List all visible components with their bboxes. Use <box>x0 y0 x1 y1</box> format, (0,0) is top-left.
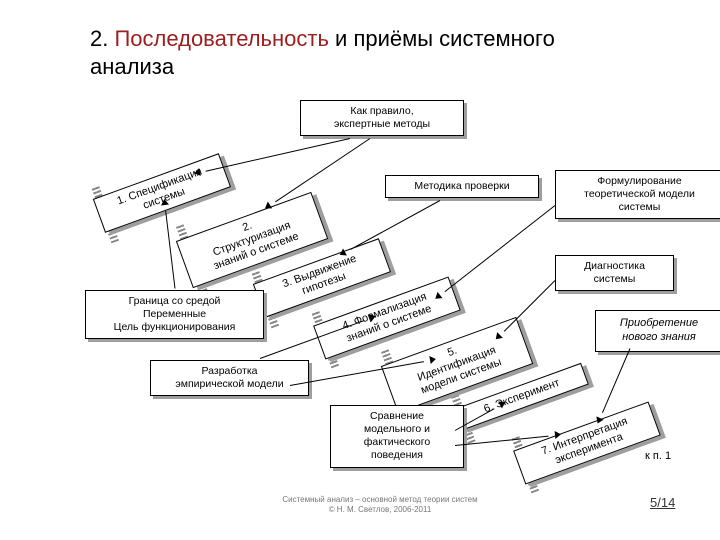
footer-credit: Системный анализ – основной метод теории… <box>250 495 510 514</box>
title-prefix: 2. <box>90 26 114 51</box>
arrow-line <box>350 200 440 250</box>
page-title: 2. Последовательность и приёмы системног… <box>90 25 640 80</box>
arrow-head-icon <box>429 355 436 364</box>
arrow-line <box>602 348 631 413</box>
note-compare-behaviour: Сравнение модельного и фактического пове… <box>330 405 464 468</box>
arrow-line <box>165 211 175 288</box>
arrow-line <box>444 205 555 292</box>
note-model-formulation: Формулирование теоретической модели сист… <box>555 170 720 219</box>
arrow-line <box>504 280 555 331</box>
note-expert-methods: Как правило, экспертные методы <box>300 100 464 136</box>
arrow-head-icon <box>555 430 562 439</box>
step-box-7: 7. Интерпретация эксперимента <box>513 401 661 484</box>
page-number: 5/14 <box>650 495 675 510</box>
note-empirical-model: Разработка эмпирической модели <box>150 360 309 396</box>
step-box-1: 1. Спецификация системы <box>93 153 231 233</box>
diagram-stage: 2. Последовательность и приёмы системног… <box>0 0 720 540</box>
note-boundary-vars-goal: Граница со средой Переменные Цель функци… <box>85 290 264 339</box>
note-method-check: Методика проверки <box>385 175 539 198</box>
badge-acquire-knowledge: Приобретение нового знания <box>595 310 720 352</box>
note-diagnostics: Диагностика системы <box>555 255 674 291</box>
arrow-head-icon <box>160 199 169 206</box>
arrow-line <box>275 138 371 202</box>
loop-to-step1-label: к п. 1 <box>645 450 671 462</box>
title-accent: Последовательность <box>114 26 328 51</box>
